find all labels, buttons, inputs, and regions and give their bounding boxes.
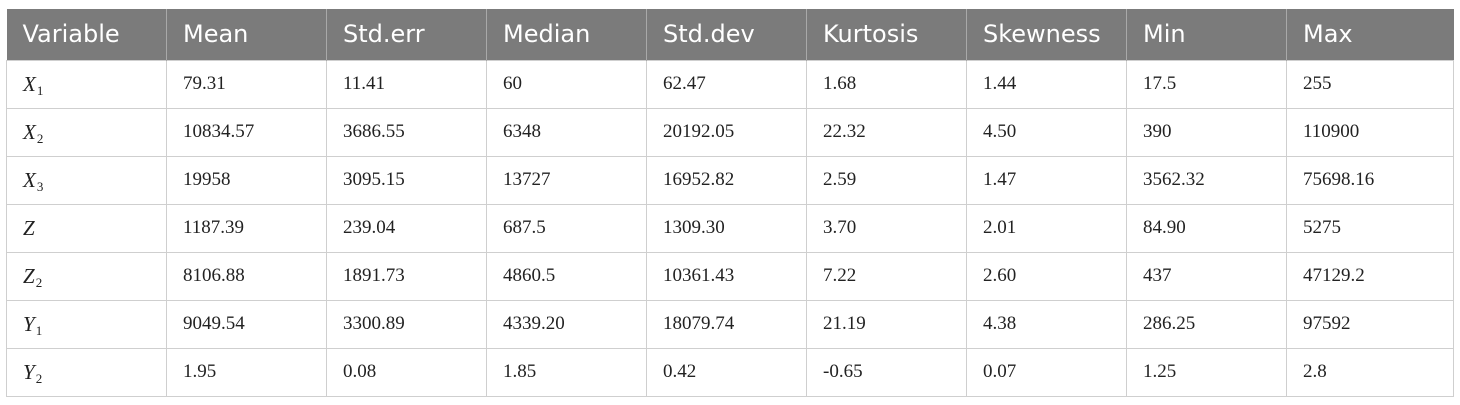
cell-std-dev: 20192.05: [646, 107, 807, 157]
cell-min: 286.25: [1126, 299, 1287, 349]
cell-kurtosis: -0.65: [806, 347, 967, 397]
cell-kurtosis: 1.68: [806, 59, 967, 109]
cell-std-dev: 1309.30: [646, 203, 807, 253]
header-kurtosis: Kurtosis: [806, 9, 967, 60]
variable-subscript: 2: [35, 274, 43, 290]
cell-min: 3562.32: [1126, 155, 1287, 205]
cell-skewness: 0.07: [966, 347, 1127, 397]
header-row: Variable Mean Std.err Median Std.dev Kur…: [6, 9, 1454, 60]
cell-median: 6348: [486, 107, 647, 157]
header-std-dev: Std.dev: [646, 9, 807, 60]
cell-skewness: 4.38: [966, 299, 1127, 349]
header-max: Max: [1286, 9, 1454, 60]
cell-std-err: 0.08: [326, 347, 487, 397]
variable-name: Z: [23, 215, 35, 240]
variable-cell: Z2: [6, 251, 167, 301]
table-row: Z 1187.39 239.04 687.5 1309.30 3.70 2.01…: [6, 203, 1454, 253]
header-variable: Variable: [22, 20, 120, 49]
cell-skewness: 2.01: [966, 203, 1127, 253]
table-row: Y2 1.95 0.08 1.85 0.42 -0.65 0.07 1.25 2…: [6, 347, 1454, 397]
table-row: X1 79.31 11.41 60 62.47 1.68 1.44 17.5 2…: [6, 59, 1454, 109]
cell-kurtosis: 7.22: [806, 251, 967, 301]
cell-mean: 1.95: [166, 347, 327, 397]
cell-max: 110900: [1286, 107, 1454, 157]
cell-median: 4339.20: [486, 299, 647, 349]
header-median: Median: [486, 9, 647, 60]
cell-max: 255: [1286, 59, 1454, 109]
variable-cell: Y2: [6, 347, 167, 397]
variable-name: X: [23, 71, 36, 96]
variable-name: Y: [23, 359, 35, 384]
cell-kurtosis: 21.19: [806, 299, 967, 349]
cell-max: 47129.2: [1286, 251, 1454, 301]
variable-name: Z: [23, 263, 35, 288]
header-min: Min: [1126, 9, 1287, 60]
table-header: Variable Mean Std.err Median Std.dev Kur…: [6, 9, 1454, 60]
variable-subscript: 1: [35, 322, 43, 338]
cell-kurtosis: 2.59: [806, 155, 967, 205]
cell-kurtosis: 3.70: [806, 203, 967, 253]
cell-mean: 1187.39: [166, 203, 327, 253]
variable-cell: X3: [6, 155, 167, 205]
cell-max: 75698.16: [1286, 155, 1454, 205]
cell-min: 1.25: [1126, 347, 1287, 397]
cell-median: 4860.5: [486, 251, 647, 301]
statistics-table: Variable Mean Std.err Median Std.dev Kur…: [6, 9, 1454, 397]
table-body: X1 79.31 11.41 60 62.47 1.68 1.44 17.5 2…: [6, 59, 1454, 397]
cell-skewness: 1.44: [966, 59, 1127, 109]
cell-std-dev: 16952.82: [646, 155, 807, 205]
header-std-err: Std.err: [326, 9, 487, 60]
variable-cell: Y1: [6, 299, 167, 349]
table-row: X2 10834.57 3686.55 6348 20192.05 22.32 …: [6, 107, 1454, 157]
cell-std-err: 239.04: [326, 203, 487, 253]
cell-std-dev: 62.47: [646, 59, 807, 109]
table-row: Z2 8106.88 1891.73 4860.5 10361.43 7.22 …: [6, 251, 1454, 301]
table-row: Y1 9049.54 3300.89 4339.20 18079.74 21.1…: [6, 299, 1454, 349]
cell-min: 390: [1126, 107, 1287, 157]
header-mean: Mean: [166, 9, 327, 60]
cell-median: 687.5: [486, 203, 647, 253]
variable-cell: Z: [6, 203, 167, 253]
cell-skewness: 1.47: [966, 155, 1127, 205]
variable-subscript: 2: [35, 370, 43, 386]
variable-subscript: 2: [36, 130, 44, 146]
cell-max: 5275: [1286, 203, 1454, 253]
cell-std-err: 3300.89: [326, 299, 487, 349]
variable-name: Y: [23, 311, 35, 336]
cell-std-err: 11.41: [326, 59, 487, 109]
cell-std-dev: 18079.74: [646, 299, 807, 349]
cell-min: 84.90: [1126, 203, 1287, 253]
variable-name: X: [23, 119, 36, 144]
cell-min: 437: [1126, 251, 1287, 301]
header-skewness: Skewness: [966, 9, 1127, 60]
variable-subscript: 3: [36, 178, 44, 194]
cell-max: 97592: [1286, 299, 1454, 349]
cell-median: 13727: [486, 155, 647, 205]
variable-name: X: [23, 167, 36, 192]
cell-mean: 19958: [166, 155, 327, 205]
variable-cell: X1: [6, 59, 167, 109]
cell-std-err: 3686.55: [326, 107, 487, 157]
cell-std-dev: 10361.43: [646, 251, 807, 301]
cell-std-err: 1891.73: [326, 251, 487, 301]
cell-mean: 10834.57: [166, 107, 327, 157]
table-row: X3 19958 3095.15 13727 16952.82 2.59 1.4…: [6, 155, 1454, 205]
cell-std-err: 3095.15: [326, 155, 487, 205]
cell-skewness: 2.60: [966, 251, 1127, 301]
cell-skewness: 4.50: [966, 107, 1127, 157]
cell-median: 60: [486, 59, 647, 109]
cell-mean: 79.31: [166, 59, 327, 109]
cell-std-dev: 0.42: [646, 347, 807, 397]
cell-max: 2.8: [1286, 347, 1454, 397]
cell-kurtosis: 22.32: [806, 107, 967, 157]
variable-cell: X2: [6, 107, 167, 157]
cell-mean: 8106.88: [166, 251, 327, 301]
cell-mean: 9049.54: [166, 299, 327, 349]
variable-subscript: 1: [36, 82, 44, 98]
cell-median: 1.85: [486, 347, 647, 397]
cell-min: 17.5: [1126, 59, 1287, 109]
